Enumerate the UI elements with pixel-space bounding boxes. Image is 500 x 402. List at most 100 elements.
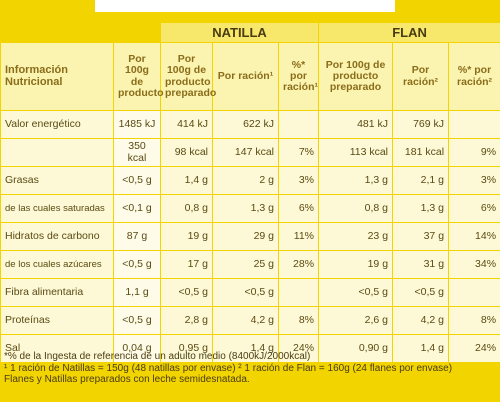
table-cell: 11%: [277, 222, 320, 251]
table-cell: 1,3 g: [392, 194, 450, 223]
table-cell: 17 g: [160, 250, 213, 279]
table-cell: 1,4 g: [160, 166, 213, 195]
table-cell: 481 kJ: [318, 110, 394, 139]
table-cell: 6%: [448, 194, 500, 223]
table-cell: 31 g: [392, 250, 450, 279]
table-cell: 0,8 g: [318, 194, 394, 223]
table-cell: 414 kJ: [160, 110, 213, 139]
footnote-serving-sizes: ¹ 1 ración de Natillas = 150g (48 natill…: [4, 362, 453, 374]
table-cell: 2 g: [212, 166, 279, 195]
table-cell: [448, 278, 500, 307]
table-cell: <0,1 g: [113, 194, 161, 223]
table-cell: 4,2 g: [392, 306, 450, 335]
table-cell: 25 g: [212, 250, 279, 279]
table-cell: 1,3 g: [318, 166, 394, 195]
table-cell: 147 kcal: [212, 138, 279, 167]
table-cell: 1,4 g: [212, 334, 279, 363]
table-cell: 1,1 g: [113, 278, 161, 307]
col-header-natilla-pct: %* por ración¹: [277, 42, 320, 111]
table-row: Hidratos de carbono 87 g 19 g 29 g 11% 23 g 37…: [0, 222, 500, 251]
table-row: 350 kcal 98 kcal 147 kcal 7% 113 kcal 181 kca…: [0, 138, 500, 167]
table-cell: 1,3 g: [212, 194, 279, 223]
table-cell: 113 kcal: [318, 138, 394, 167]
table-row: Sal 0,04 g 0,95 g 1,4 g 24% 0,90 g 1,4 g 24%: [0, 334, 500, 363]
nutrition-table: NATILLA FLAN Información Nutricional Por…: [0, 22, 500, 363]
table-row: Fibra alimentaria 1,1 g <0,5 g <0,5 g <0,5 g…: [0, 278, 500, 307]
table-cell: 181 kcal: [392, 138, 450, 167]
row-label: Sal: [0, 334, 114, 363]
row-label: Grasas: [0, 166, 114, 195]
natilla-header: NATILLA: [159, 22, 320, 43]
table-cell: 23 g: [318, 222, 394, 251]
table-cell: 14%: [448, 222, 500, 251]
table-cell: 19 g: [318, 250, 394, 279]
table-cell: <0,5 g: [160, 278, 213, 307]
row-label: Valor energético: [0, 110, 114, 139]
nutrition-info-header: Información Nutricional: [0, 42, 114, 111]
col-header-flan-100g-prep: Por 100g de producto preparado: [318, 42, 394, 111]
table-cell: 0,90 g: [318, 334, 394, 363]
table-cell: <0,5 g: [212, 278, 279, 307]
row-label: de las cuales saturadas: [0, 194, 114, 223]
table-cell: 1485 kJ: [113, 110, 161, 139]
table-cell: 8%: [448, 306, 500, 335]
table-cell: <0,5 g: [392, 278, 450, 307]
nutrition-table-body: Valor energético 1485 kJ 414 kJ 622 kJ 481 k…: [0, 110, 500, 363]
table-row: de los cuales azúcares <0,5 g 17 g 25 g 28% 1…: [0, 250, 500, 279]
table-cell: 24%: [448, 334, 500, 363]
table-cell: <0,5 g: [113, 250, 161, 279]
table-cell: 350 kcal: [113, 138, 161, 167]
col-header-natilla-100g-prep: Por 100g de producto preparado: [160, 42, 216, 111]
table-cell: 3%: [277, 166, 320, 195]
col-header-natilla-racion: Por ración¹: [212, 42, 279, 111]
table-cell: 0,95 g: [160, 334, 213, 363]
row-label: Fibra alimentaria: [0, 278, 114, 307]
table-cell: 0,8 g: [160, 194, 213, 223]
row-label: Proteínas: [0, 306, 114, 335]
table-cell: [448, 110, 500, 139]
table-cell: [277, 110, 320, 139]
footnote-reference-intake: *% de la Ingesta de referencia de un adu…: [4, 351, 311, 362]
footnote-preparation: Flanes y Natillas preparados con leche s…: [4, 374, 250, 386]
col-header-flan-racion: Por ración²: [392, 42, 450, 111]
col-header-100g: Por 100g de producto: [113, 42, 164, 111]
table-cell: 3%: [448, 166, 500, 195]
col-header-flan-pct: %* por ración²: [448, 42, 500, 111]
table-cell: 769 kJ: [392, 110, 450, 139]
table-cell: <0,5 g: [318, 278, 394, 307]
table-cell: 98 kcal: [160, 138, 213, 167]
table-cell: 2,8 g: [160, 306, 213, 335]
table-cell: 37 g: [392, 222, 450, 251]
table-row: Valor energético 1485 kJ 414 kJ 622 kJ 481 k…: [0, 110, 500, 139]
table-cell: <0,5 g: [113, 166, 161, 195]
table-cell: 34%: [448, 250, 500, 279]
row-label: [0, 138, 114, 167]
table-cell: 28%: [277, 250, 320, 279]
table-cell: 7%: [277, 138, 320, 167]
row-label: Hidratos de carbono: [0, 222, 114, 251]
column-header-row: Información Nutricional Por 100g de prod…: [0, 42, 500, 111]
table-row: Proteínas <0,5 g 2,8 g 4,2 g 8% 2,6 g 4,2 g 8%: [0, 306, 500, 335]
table-cell: 24%: [277, 334, 320, 363]
table-cell: 87 g: [113, 222, 161, 251]
table-cell: 6%: [277, 194, 320, 223]
flan-header: FLAN: [318, 22, 500, 43]
table-cell: 29 g: [212, 222, 279, 251]
bottom-band: [0, 392, 500, 402]
table-cell: 2,6 g: [318, 306, 394, 335]
table-cell: <0,5 g: [113, 306, 161, 335]
table-cell: 1,4 g: [392, 334, 450, 363]
row-label: de los cuales azúcares: [0, 250, 114, 279]
footnotes: *% de la Ingesta de referencia de un adu…: [4, 351, 500, 386]
table-cell: 4,2 g: [212, 306, 279, 335]
header-group-row: NATILLA FLAN: [0, 22, 500, 43]
table-cell: [277, 278, 320, 307]
table-cell: 9%: [448, 138, 500, 167]
table-cell: 8%: [277, 306, 320, 335]
table-cell: 19 g: [160, 222, 213, 251]
table-cell: 622 kJ: [212, 110, 279, 139]
table-cell: 2,1 g: [392, 166, 450, 195]
top-white-box: [95, 0, 395, 12]
